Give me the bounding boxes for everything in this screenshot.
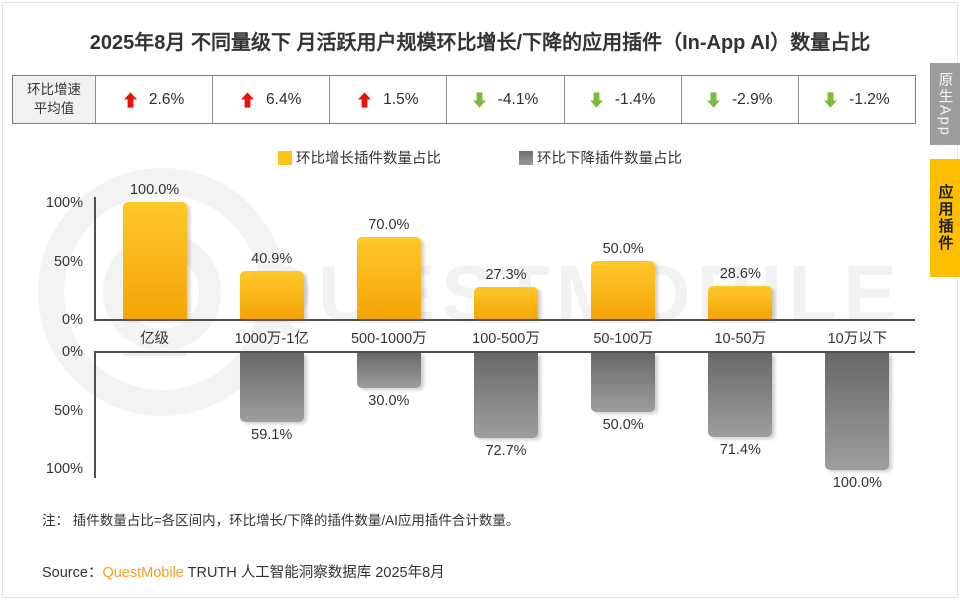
x-axis-label: 10万以下 [827, 331, 888, 347]
stat-cell: -2.9% [682, 76, 799, 123]
legend-item: 环比增长插件数量占比 [278, 147, 441, 168]
legend: 环比增长插件数量占比 环比下降插件数量占比 [0, 147, 960, 168]
bar-value-label: 28.6% [719, 265, 761, 282]
bar-growth [591, 260, 656, 319]
x-axis-label: 1000万-1亿 [234, 331, 309, 347]
up-arrow-icon [358, 91, 372, 108]
x-axis-label: 10-50万 [714, 331, 767, 347]
stat-cell: -1.2% [799, 76, 915, 123]
down-arrow-icon [824, 91, 838, 108]
footnote: 注： 插件数量占比=各区间内，环比增长/下降的插件数量/AI应用插件合计数量。 [42, 513, 520, 528]
bar-value-label: 100.0% [129, 182, 180, 198]
x-axis-line-top [94, 319, 915, 321]
stat-value: -1.4% [614, 90, 656, 108]
legend-swatch-icon [519, 150, 533, 165]
source-prefix: Source： [42, 565, 103, 581]
y-axis-line-top [94, 197, 96, 321]
stat-value: -1.2% [849, 90, 890, 108]
x-axis-label: 100-500万 [472, 331, 540, 347]
bar-value-label: 59.1% [251, 427, 293, 444]
up-arrow-icon [123, 91, 137, 108]
bar-decline [591, 353, 656, 412]
y-axis-tick: 50% [53, 402, 83, 419]
bar-growth [122, 202, 187, 319]
source-line: Source：QuestMobile TRUTH 人工智能洞察数据库 2025年… [42, 561, 445, 582]
bar-decline [239, 353, 304, 423]
bar-value-label: 72.7% [485, 443, 527, 460]
legend-label: 环比增长插件数量占比 [296, 151, 441, 167]
bar-zero-shadow [122, 353, 187, 356]
stat-value: 2.6% [148, 90, 185, 108]
bar-value-label: 100.0% [832, 475, 883, 491]
sidebar-tab-label: 原生App [936, 71, 953, 137]
stat-cell: 2.6% [96, 76, 214, 123]
stat-cell: -1.4% [565, 76, 682, 123]
x-axis-label: 亿级 [140, 331, 170, 347]
bar-value-label: 30.0% [368, 393, 410, 410]
avg-growth-header-line1: 环比增速 [27, 82, 81, 98]
avg-growth-header: 环比增速 平均值 [13, 76, 96, 123]
legend-swatch-icon [278, 150, 292, 165]
stats-cells: 2.6% 6.4% 1.5% -4.1% -1.4% -2.9% -1.2% [96, 76, 915, 123]
bar-value-label: 27.3% [485, 267, 527, 284]
y-axis-tick: 0% [62, 344, 83, 360]
bar-growth [239, 271, 304, 319]
bar-growth [356, 237, 421, 319]
stat-cell: -4.1% [447, 76, 565, 123]
y-axis-tick: 50% [53, 253, 83, 270]
y-axis-tick: 100% [45, 461, 83, 477]
page-title: 2025年8月 不同量级下 月活跃用户规模环比增长/下降的应用插件（In-App… [89, 32, 871, 54]
bar-growth [708, 285, 773, 319]
legend-label: 环比下降插件数量占比 [537, 151, 682, 167]
stat-value: 6.4% [266, 90, 302, 108]
up-arrow-icon [241, 91, 255, 108]
down-arrow-icon [707, 91, 721, 108]
bar-decline [356, 353, 421, 389]
bar-value-label: 71.4% [719, 441, 761, 458]
bar-decline [474, 353, 538, 439]
x-axis-label: 500-1000万 [350, 331, 427, 347]
bar-value-label: 50.0% [602, 416, 644, 433]
y-axis-line-bottom [94, 351, 96, 478]
sidebar-tab-label: 应用插件 [936, 184, 954, 252]
y-axis-tick: 100% [45, 195, 83, 211]
bar-growth [474, 287, 538, 319]
down-arrow-icon [472, 91, 486, 108]
tab-native-app[interactable]: 原生App [930, 63, 960, 145]
avg-growth-header-line2: 平均值 [33, 100, 75, 116]
avg-growth-table: 环比增速 平均值 2.6% 6.4% 1.5% -4.1% -1.4% -2.9… [12, 75, 916, 124]
tab-in-app-plugin[interactable]: 应用插件 [930, 159, 960, 277]
source-brand: QuestMobile [102, 565, 184, 581]
bar-value-label: 40.9% [251, 251, 293, 268]
bar-decline [708, 353, 773, 437]
stat-value: -2.9% [732, 90, 773, 108]
stat-value: -4.1% [497, 90, 539, 108]
bar-value-label: 70.0% [368, 217, 410, 234]
stat-cell: 1.5% [330, 76, 448, 123]
source-suffix: TRUTH 人工智能洞察数据库 2025年8月 [183, 565, 445, 581]
x-axis-label: 50-100万 [593, 331, 653, 347]
y-axis-tick: 0% [62, 312, 83, 328]
legend-item: 环比下降插件数量占比 [519, 147, 682, 168]
down-arrow-icon [589, 91, 603, 108]
bar-value-label: 50.0% [602, 240, 644, 257]
x-axis-line-bottom [94, 351, 915, 353]
stat-value: 1.5% [383, 90, 419, 108]
bar-decline [825, 353, 890, 470]
stat-cell: 6.4% [213, 76, 331, 123]
